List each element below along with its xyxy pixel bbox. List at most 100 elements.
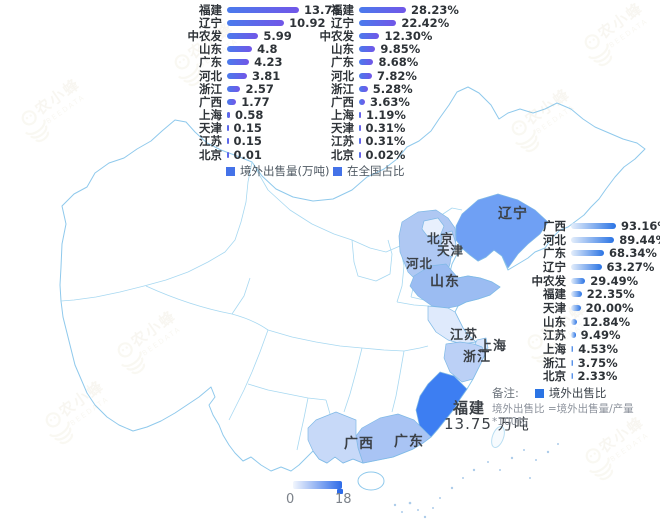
legend-swatch-icon [333,166,342,176]
bar-label: 广西 [331,94,354,109]
bar[interactable] [227,112,231,119]
province-guangxi[interactable] [307,411,364,464]
bar[interactable] [359,46,376,53]
bar-label: 天津 [543,300,566,315]
bar-row: 福建 22.35% [488,287,660,301]
province-fujian[interactable] [415,371,468,438]
bar-label: 中农发 [187,28,223,43]
bar[interactable] [359,19,397,26]
bar[interactable] [571,373,573,380]
legend-overseas-ratio[interactable]: 境外出售比 [534,385,606,401]
bar[interactable] [571,332,576,339]
color-scale-bar[interactable] [293,481,342,489]
bar[interactable] [571,263,602,270]
bar-value: 22.42% [401,15,450,30]
bar[interactable] [227,59,250,66]
bar[interactable] [359,6,406,13]
map-label-shanghai: 上海 [479,339,508,354]
chart-rows: 福建 13.75 辽宁 10.92 中农发 5.99 山东 4.8 广东 4.23 河北 3.81 浙江… [172,3,341,162]
bar[interactable] [227,46,253,53]
bar-label: 中农发 [319,28,355,43]
bar[interactable] [571,318,578,325]
bar[interactable] [227,98,237,105]
bar[interactable] [227,138,229,145]
bar[interactable] [227,72,247,79]
south-sea-islands [393,443,559,519]
legend-overseas-volume[interactable]: 境外出售量(万吨) [226,163,329,179]
bar-label: 辽宁 [543,259,566,274]
bar-value: 29.49% [590,273,639,288]
bar-label: 山东 [543,314,566,329]
watermark: 农小蜂 BEEDATA [15,75,87,147]
bar-value: 93.16% [621,218,660,233]
province-zhejiang[interactable] [443,341,486,383]
bar-label: 上海 [331,108,354,123]
bar-value: 20.00% [585,300,634,315]
legend-national-share[interactable]: 在全国占比 [333,163,405,179]
bar[interactable] [359,98,366,105]
bar[interactable] [359,59,374,66]
bar-row: 福建 28.23% [302,3,459,17]
bar[interactable] [359,125,361,132]
bar[interactable] [571,222,616,229]
bar-label: 广东 [199,55,222,70]
bar[interactable] [227,151,229,158]
bar[interactable] [359,138,361,145]
bar-row: 山东 4.8 [172,42,340,56]
bar-value: 3.63% [370,94,410,109]
color-scale-handle[interactable] [337,489,343,494]
bar-value: 0.02% [365,147,406,162]
bar-value: 9.49% [580,328,621,343]
province-shandong[interactable] [409,263,501,309]
bar[interactable] [571,277,586,284]
bar[interactable] [227,32,259,39]
bar-row: 广东 68.34% [488,246,660,260]
bar[interactable] [571,236,615,243]
bar-label: 中农发 [531,273,567,288]
bar-row: 山东 9.85% [302,42,459,56]
province-jiangsu[interactable] [427,305,477,345]
bar-value: 12.84% [582,314,631,329]
bar[interactable] [359,112,361,119]
bar-row: 辽宁 63.27% [488,260,660,274]
bar[interactable] [571,304,581,311]
chart-overseas-volume: 福建 13.75 辽宁 10.92 中农发 5.99 山东 4.8 广东 4.23 河北 3.81 浙江… [172,3,341,162]
bar[interactable] [571,250,604,257]
color-scale-max: 18 [335,492,352,507]
bar[interactable] [571,346,574,353]
bar-value: 7.82% [377,68,417,83]
bar[interactable] [227,125,229,132]
bar-label: 浙江 [331,81,354,96]
map-label-tianjin: 天津 [437,243,465,258]
bar[interactable] [571,291,582,298]
province-liaoning[interactable] [455,193,549,269]
bar[interactable] [571,359,573,366]
bar[interactable] [227,19,285,26]
bar[interactable] [359,151,361,158]
bar[interactable] [227,85,241,92]
chart-national-share: 福建 28.23% 辽宁 22.42% 中农发 12.30% 山东 9.85% 广东 8.68% 河… [302,3,459,162]
province-tianjin[interactable] [440,230,457,258]
bar[interactable] [359,32,380,39]
bar[interactable] [227,6,299,13]
bar-row: 广东 4.23 [172,55,340,70]
province-beijing[interactable] [421,217,445,238]
bar-value: 3.81 [251,68,281,83]
bar-row: 福建 13.75 [172,3,340,17]
bar[interactable] [359,72,373,79]
bar-row: 上海 0.58 [172,108,340,123]
bar-row: 山东 12.84% [488,315,660,329]
bar-row: 浙江 2.57 [172,82,340,96]
bar[interactable] [359,85,368,92]
bar-value: 5.99 [263,28,292,43]
bar-value: 4.53% [578,342,619,357]
bar-value: 8.68% [378,55,419,70]
bar-value: 63.27% [606,259,655,274]
bar-label: 江苏 [331,134,354,149]
bar-label: 河北 [331,68,354,83]
bar-label: 上海 [199,108,222,123]
map-label-guangxi: 广西 [344,436,374,452]
bar-label: 天津 [199,121,222,136]
bar-label: 辽宁 [331,15,354,30]
